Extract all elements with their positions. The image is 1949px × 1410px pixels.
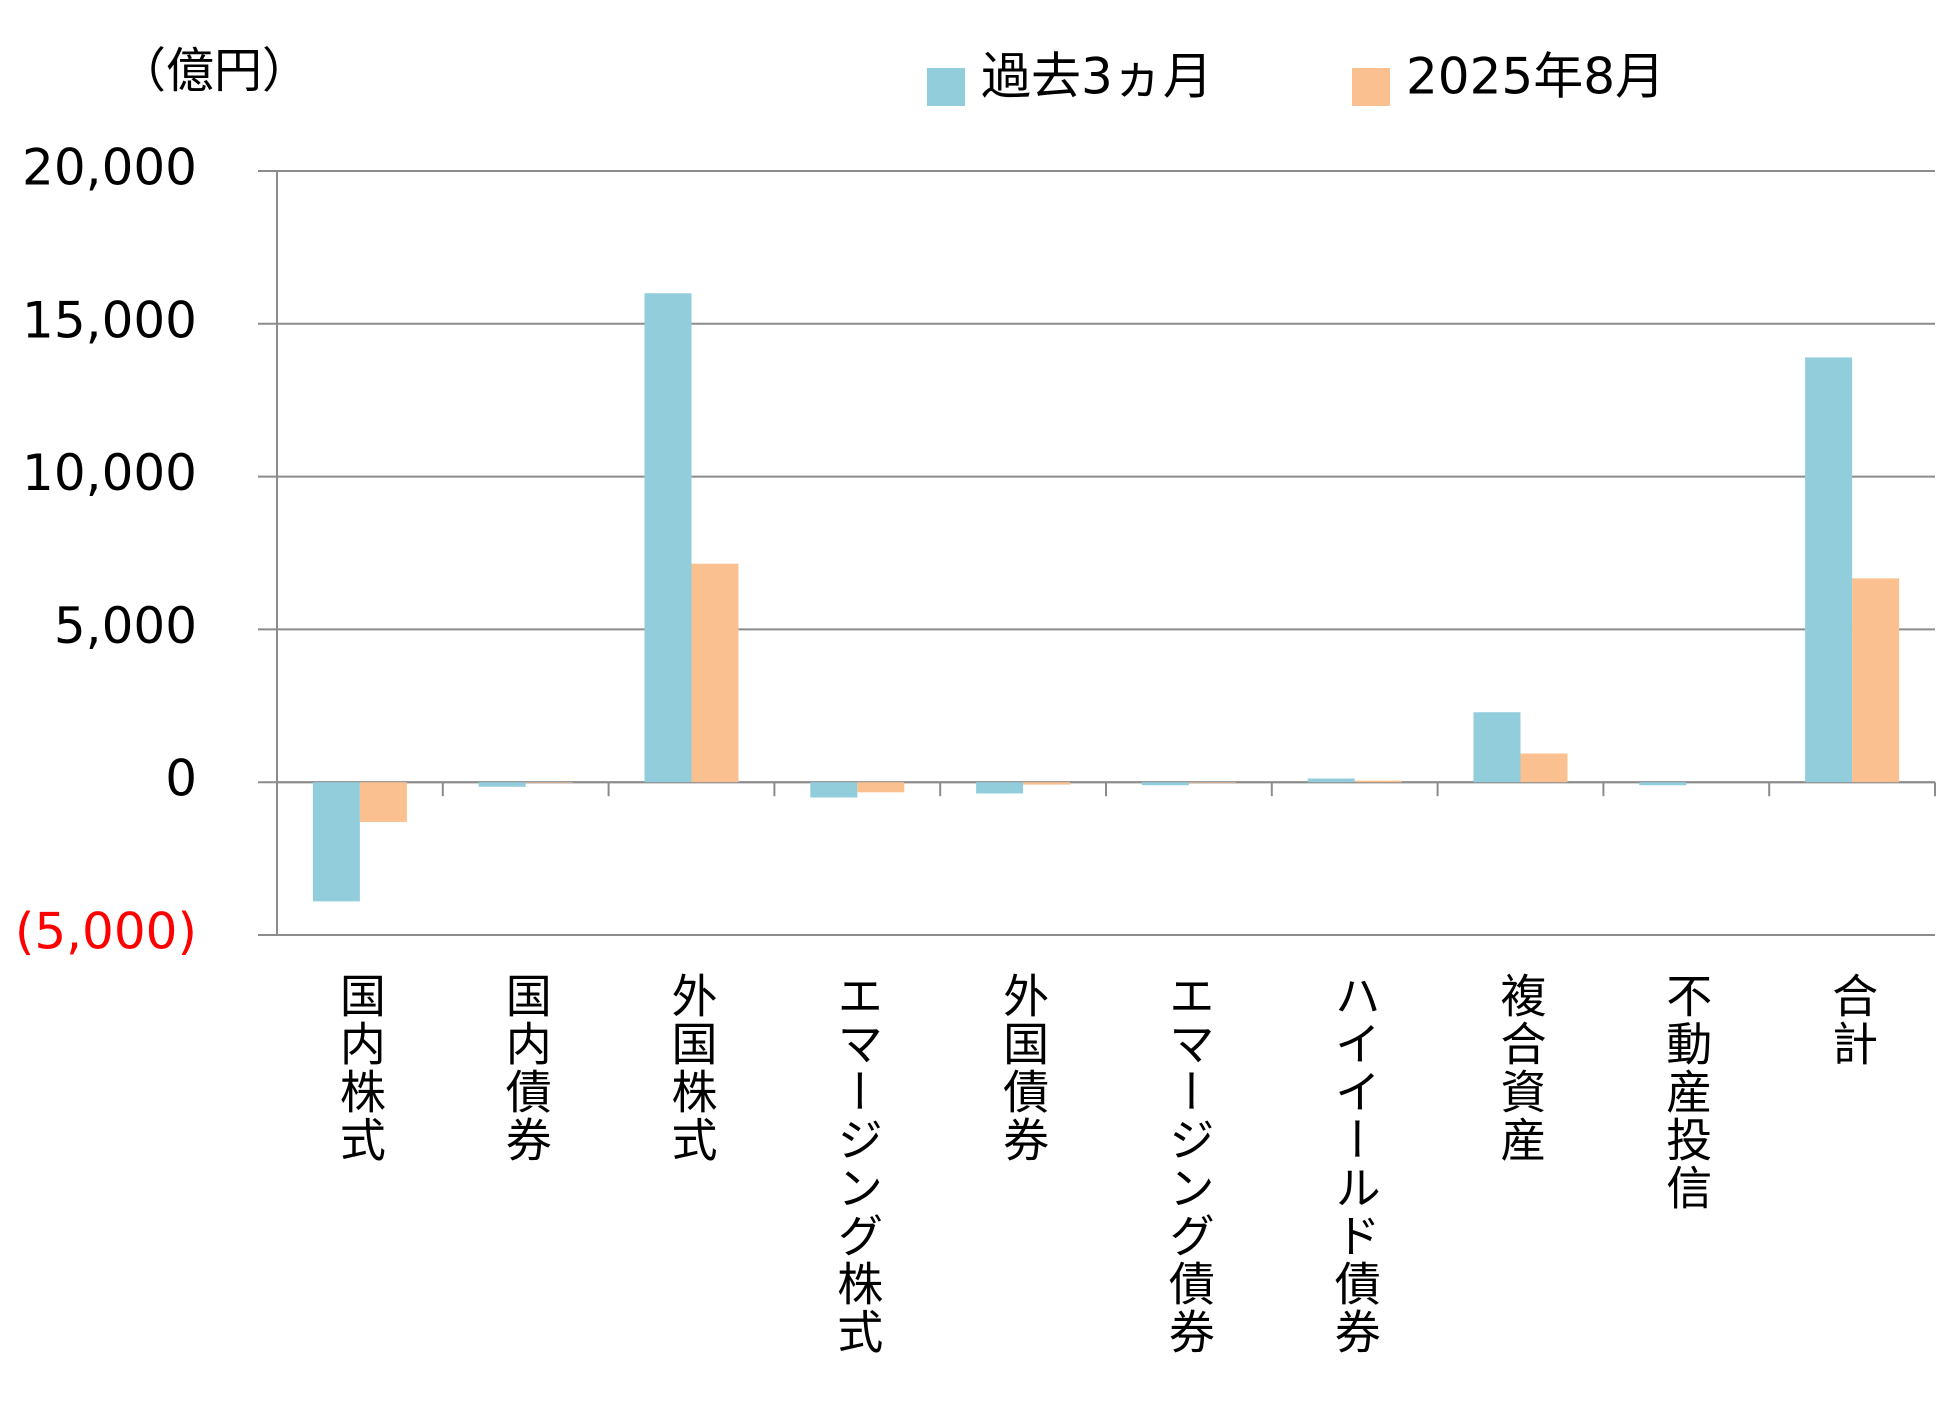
x-tick-label: 外国債券 — [996, 972, 1050, 1164]
x-tick-label: 外国株式 — [665, 972, 719, 1164]
legend-swatch — [1352, 68, 1390, 106]
bar — [359, 782, 407, 822]
bar — [1023, 782, 1071, 785]
bar — [810, 782, 858, 798]
x-tick-label: 不動産投信 — [1659, 972, 1713, 1212]
bar — [976, 782, 1024, 794]
bar — [691, 563, 739, 783]
bar — [312, 782, 360, 902]
bar — [525, 782, 573, 783]
bar — [1307, 778, 1355, 783]
bar — [1188, 782, 1236, 783]
bar — [1805, 357, 1853, 783]
bar — [857, 782, 905, 793]
legend-label: 2025年8月 — [1406, 48, 1665, 106]
x-tick-label: エマージング株式 — [830, 972, 884, 1356]
bar — [644, 293, 692, 783]
x-tick-label: 合計 — [1825, 972, 1879, 1068]
x-tick-label: 複合資産 — [1494, 972, 1548, 1164]
y-tick-label: 5,000 — [54, 597, 197, 655]
bar — [478, 782, 526, 787]
bar — [1639, 782, 1687, 786]
x-tick-label: 国内株式 — [333, 972, 387, 1164]
y-tick-label: 15,000 — [22, 291, 197, 349]
legend-swatch — [927, 68, 965, 106]
y-tick-label: (5,000) — [15, 903, 197, 961]
legend-label: 過去3ヵ月 — [981, 48, 1213, 106]
bar — [1520, 753, 1568, 783]
bar — [1354, 780, 1402, 783]
bar — [1852, 578, 1900, 783]
bar — [1141, 782, 1189, 786]
unit-label: （億円） — [118, 43, 310, 99]
x-tick-label: ハイイールド債券 — [1328, 972, 1382, 1356]
x-tick-label: 国内債券 — [499, 972, 553, 1164]
x-tick-label: エマージング債券 — [1162, 972, 1216, 1356]
y-tick-label: 10,000 — [22, 444, 197, 502]
y-tick-label: 0 — [165, 750, 197, 808]
y-tick-label: 20,000 — [22, 139, 197, 197]
bar — [1473, 712, 1521, 783]
